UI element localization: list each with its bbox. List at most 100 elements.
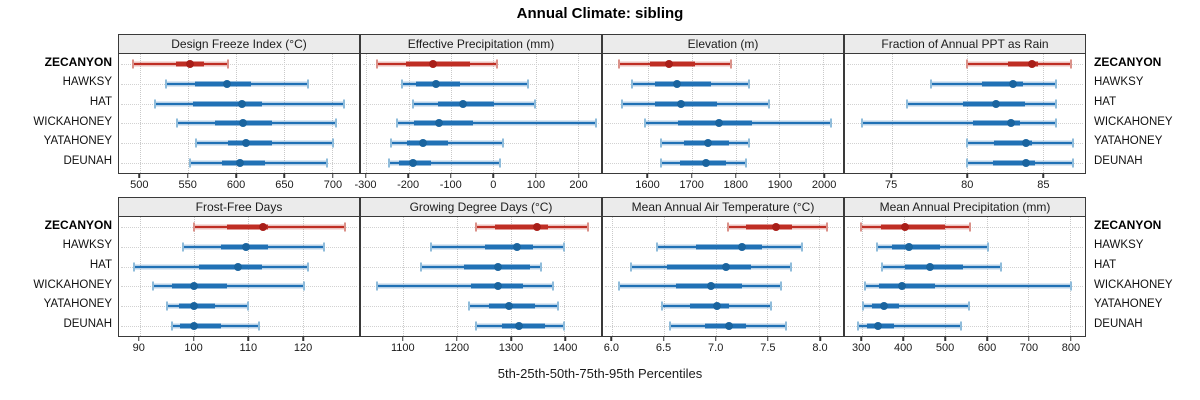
percentile-row-WICKAHONEY [845,114,1085,134]
axis-tick-label: 1300 [498,342,524,354]
grid-line [735,54,737,173]
percentile-row-HAT [845,94,1085,114]
percentile-row-HAWKSY [361,74,601,94]
percentile-row-ZECANYON [119,54,359,74]
axis-tick-label: 6.0 [603,342,620,354]
station-label-ZECANYON: ZECANYON [44,218,112,232]
axis-tick-label: 600 [977,342,997,354]
axis-tick [456,337,458,341]
axis-tick [247,337,250,341]
station-label-DEUNAH: DEUNAH [63,155,112,168]
grid-line [408,54,410,173]
axis-tick [860,337,862,341]
axis-tick-label: 1200 [444,342,470,354]
median-dot [722,262,731,271]
axis-tick-label: 0 [490,179,497,191]
p95-cap [826,222,829,232]
grid-line [302,217,304,336]
axis-tick-label: 100 [184,342,203,354]
median-dot [1028,59,1037,68]
p5-cap [881,262,884,272]
percentile-row-ZECANYON [119,217,359,237]
median-dot [1007,119,1016,128]
p95-cap [1071,158,1074,168]
grid-line [1028,217,1030,336]
axis-mean-annual-precipitation-mm: 300 400 500 600 700 800 [844,337,1086,359]
p95-cap [527,79,530,89]
row-guide [847,326,1083,328]
p95-cap [744,158,747,168]
percentile-row-ZECANYON [361,54,601,74]
iqr-box [973,120,1021,126]
percentile-row-HAWKSY [603,237,843,257]
axis-tick [492,174,495,178]
p5-cap [621,99,624,109]
p5-cap [153,99,156,109]
iqr-box [992,160,1036,166]
median-dot [701,159,710,168]
p95-cap [307,79,310,89]
grid-line [612,217,614,336]
axis-tick [819,337,821,341]
p95-cap [302,281,305,291]
p95-cap [767,99,770,109]
axis-tick [1070,337,1072,341]
median-dot [235,159,244,168]
median-dot [665,59,674,68]
axis-tick [510,337,512,341]
row-guide [847,143,1083,145]
axis-tick [450,174,452,178]
grid-line [767,217,769,336]
grid-line [648,54,650,173]
percentile-row-HAT [603,94,843,114]
p5-cap [182,242,185,252]
p95-cap [1070,59,1073,69]
percentile-row-ZECANYON [845,217,1085,237]
iqr-box [654,81,711,87]
grid-line [577,54,579,173]
p95-cap [306,262,309,272]
grid-line [1070,217,1072,336]
axis-tick [767,337,769,341]
percentile-row-WICKAHONEY [361,114,601,134]
p5-cap [966,59,969,69]
p5-cap [151,281,154,291]
median-dot [991,99,1000,108]
percentile-row-ZECANYON [603,54,843,74]
percentile-row-HAWKSY [361,237,601,257]
p95-cap [323,242,326,252]
percentile-row-DEUNAH [603,316,843,336]
whisker-line [377,285,553,288]
panel-fraction-of-annual-ppt-as-rain: Fraction of Annual PPT as Rain [844,34,1086,174]
station-label-HAWKSY: HAWKSY [62,75,112,88]
station-labels-right-row1: ZECANYON HAWKSY HAT WICKAHONEY YATAHONEY DEUN… [1094,53,1200,172]
p5-cap [966,158,969,168]
iqr-box [892,244,940,250]
axis-tick-label: 550 [178,179,197,191]
panel-plot-effective-precipitation-mm [361,54,601,173]
axis-tick-label: 6.5 [655,342,672,354]
panel-effective-precipitation-mm: Effective Precipitation (mm) [360,34,602,174]
grid-line [819,217,821,336]
p95-cap [343,222,346,232]
whisker-line [861,122,1057,125]
p95-cap [495,59,498,69]
p5-cap [376,281,379,291]
grid-line [715,217,717,336]
iqr-box [696,244,763,250]
axis-tick-label: 700 [1019,342,1039,354]
median-dot [874,322,883,331]
p5-cap [643,118,646,128]
panel-growing-degree-days-c: Growing Degree Days (°C) [360,197,602,337]
grid-line [1042,54,1044,173]
median-dot [706,282,715,291]
p5-cap [411,99,414,109]
axis-tick [646,174,649,178]
median-dot [925,262,934,271]
percentile-row-HAWKSY [845,74,1085,94]
whisker-line [401,82,529,85]
median-dot [514,322,523,331]
axis-tick-label: 100 [526,179,546,191]
p5-cap [660,301,663,311]
axis-tick-label: 500 [935,342,955,354]
